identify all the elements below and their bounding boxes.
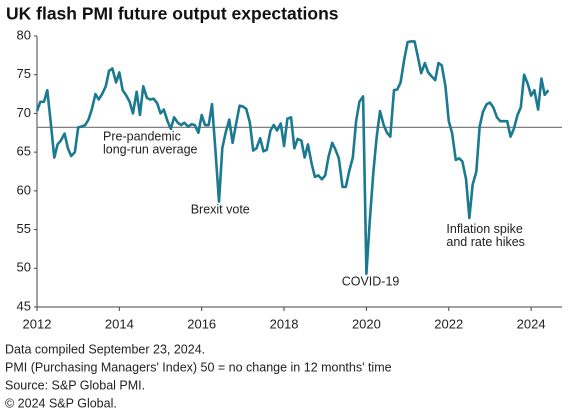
x-tick-label: 2016 (187, 316, 216, 331)
annotation: COVID-19 (342, 275, 400, 289)
footnote: Data compiled September 23, 2024. (5, 342, 205, 356)
footnote: © 2024 S&P Global. (5, 396, 117, 410)
x-tick-label: 2014 (105, 316, 134, 331)
y-tick-label: 80 (17, 27, 31, 42)
annotation: Brexit vote (191, 203, 250, 217)
y-tick-label: 45 (17, 298, 31, 313)
y-tick-label: 50 (17, 260, 31, 275)
reference-label: long-run average (103, 143, 198, 157)
footnote: Source: S&P Global PMI. (5, 378, 145, 392)
y-tick-label: 70 (17, 105, 31, 120)
x-tick-label: 2012 (23, 316, 52, 331)
x-tick-label: 2018 (270, 316, 299, 331)
footnote: PMI (Purchasing Managers' Index) 50 = no… (5, 360, 392, 374)
y-tick-label: 55 (17, 221, 31, 236)
y-tick-label: 65 (17, 144, 31, 159)
annotation: and rate hikes (446, 235, 525, 249)
y-tick-label: 60 (17, 182, 31, 197)
y-tick-label: 75 (17, 66, 31, 81)
data-line (35, 40, 550, 276)
chart-title: UK flash PMI future output expectations (6, 4, 339, 24)
x-tick-label: 2020 (352, 316, 381, 331)
x-tick-label: 2022 (434, 316, 463, 331)
x-tick-label: 2024 (517, 316, 546, 331)
reference-label: Pre-pandemic (103, 130, 181, 144)
annotation: Inflation spike (446, 222, 522, 236)
